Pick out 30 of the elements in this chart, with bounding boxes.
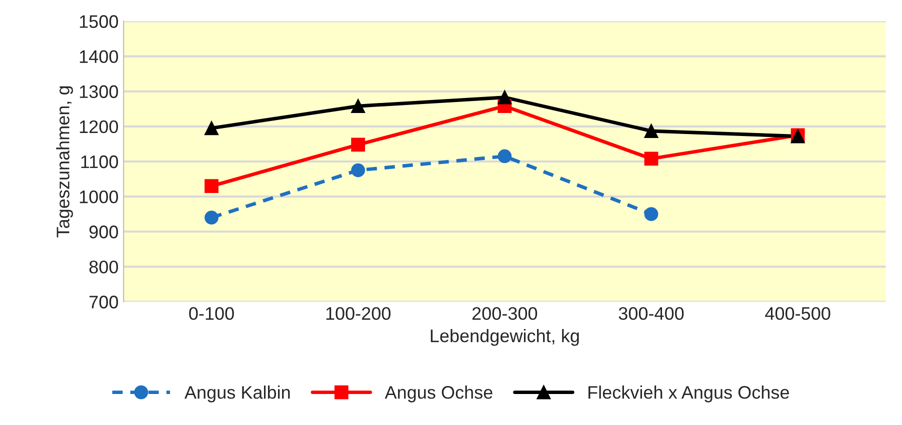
point xyxy=(204,179,218,193)
y-tick-label: 1000 xyxy=(80,190,118,204)
x-tick-label: 300-400 xyxy=(618,307,684,320)
y-tick-label: 800 xyxy=(89,260,118,274)
point xyxy=(498,90,512,104)
x-tick-label: 100-200 xyxy=(326,307,391,320)
point xyxy=(644,207,658,222)
y-tick-label: 1200 xyxy=(80,120,118,134)
point xyxy=(644,124,658,138)
legend-label: Fleckvieh x Angus Ochse xyxy=(588,386,789,402)
legend-label: Angus Kalbin xyxy=(184,386,290,402)
x-axis-title: Lebendgewicht, kg xyxy=(430,329,579,346)
y-tick-label: 900 xyxy=(89,226,118,238)
point xyxy=(498,149,512,164)
y-tick-label: 1300 xyxy=(80,85,118,98)
y-tick-label: 1500 xyxy=(80,15,118,28)
x-tick-label: 0-100 xyxy=(189,307,234,320)
point xyxy=(351,99,366,114)
x-tick-label: 400-500 xyxy=(765,307,830,320)
y-axis-title: Tageszunahmen, g xyxy=(56,86,73,238)
x-tick-label: 200-300 xyxy=(472,307,538,320)
point xyxy=(204,210,218,225)
legend-label: Angus Ochse xyxy=(384,386,492,402)
point xyxy=(351,138,366,152)
y-tick-label: 1400 xyxy=(80,50,118,64)
y-tick-label: 1100 xyxy=(81,155,118,168)
point xyxy=(644,152,658,166)
point xyxy=(204,121,218,136)
point xyxy=(351,163,366,178)
y-tick-label: 700 xyxy=(90,296,118,308)
